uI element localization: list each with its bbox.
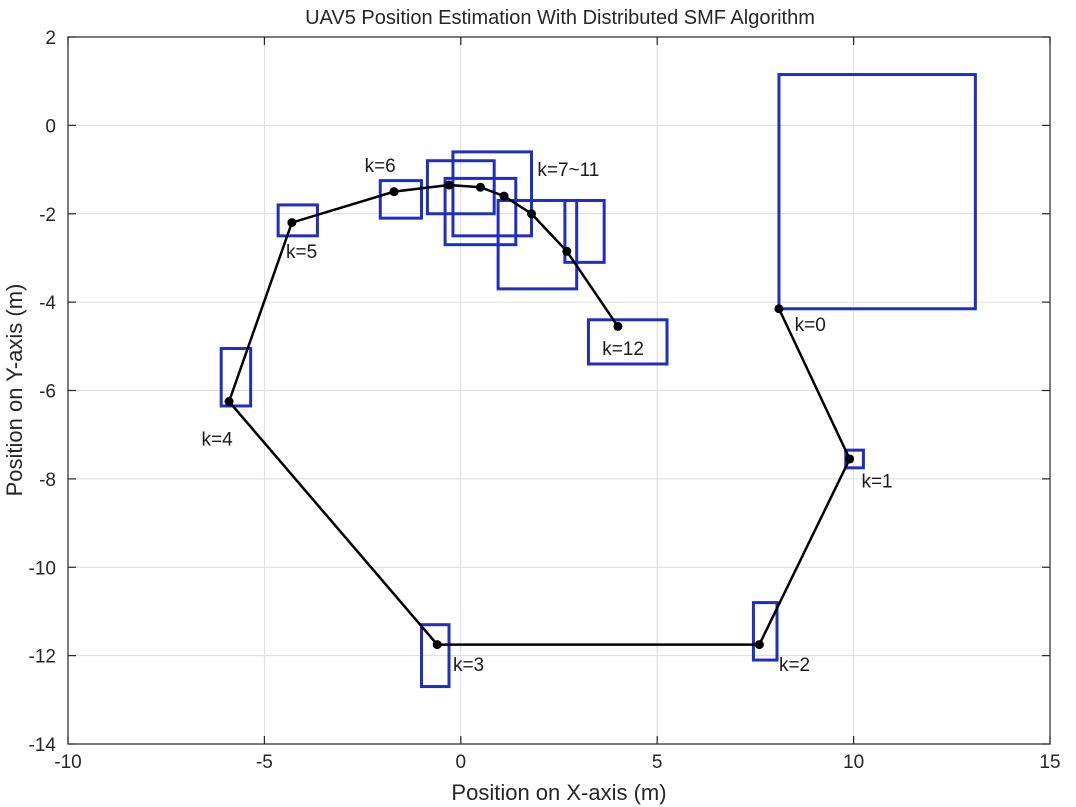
estimation-box-9 (443, 176, 518, 247)
estimation-box-0 (777, 73, 977, 311)
chart-title: UAV5 Position Estimation With Distribute… (305, 7, 815, 29)
estimation-box-10 (496, 198, 579, 291)
x-tick-label: 15 (1039, 752, 1060, 773)
estimation-box-3 (420, 623, 451, 689)
trajectory-point-3 (432, 640, 442, 650)
trajectory-point-11 (562, 246, 572, 256)
trajectory-point-12 (613, 321, 623, 331)
y-tick-label: -14 (29, 735, 57, 756)
trajectory-point-8 (475, 182, 485, 192)
x-axis-label: Position on X-axis (m) (451, 780, 666, 805)
estimation-box-5 (276, 203, 319, 238)
trajectory-point-6 (389, 187, 399, 197)
estimation-box-8 (451, 150, 534, 238)
point-label-7: k=7~11 (537, 160, 599, 181)
trajectory-point-4 (224, 397, 234, 407)
y-axis-label: Position on Y-axis (m) (2, 284, 27, 497)
estimation-box-4 (219, 347, 253, 408)
estimation-box-2 (751, 601, 779, 662)
grid (67, 36, 1051, 745)
y-tick-label: -12 (29, 647, 56, 668)
y-tick-label: -2 (39, 205, 56, 226)
axis-ticks: -10 -5 0 5 10 15 -14 -12 -10 -8 -6 -4 -2 0 2 (29, 28, 1061, 773)
trajectory-point-2 (754, 640, 764, 650)
estimation-box-6 (378, 179, 424, 220)
point-label-8: k=12 (602, 339, 644, 360)
point-label-2: k=2 (779, 655, 810, 676)
point-label-1: k=1 (861, 472, 892, 493)
point-label-4: k=4 (202, 430, 234, 451)
trajectory-point-9 (499, 191, 509, 201)
trajectory-point-7 (444, 180, 454, 190)
y-tick-label: -8 (39, 470, 56, 491)
x-tick-label: 0 (456, 752, 467, 773)
trajectory-point-10 (527, 209, 537, 219)
point-label-0: k=0 (795, 315, 826, 336)
y-tick-label: -6 (39, 382, 56, 403)
y-tick-label: -4 (39, 293, 56, 314)
y-tick-label: -10 (29, 558, 56, 579)
trajectory-point-5 (287, 218, 297, 228)
x-tick-label: 10 (843, 752, 864, 773)
trajectory-layer (224, 180, 855, 650)
x-tick-label: 5 (652, 752, 663, 773)
trajectory-line (227, 183, 852, 646)
estimation-box-12 (586, 318, 669, 366)
estimation-boxes (219, 73, 977, 689)
trajectory-point-1 (845, 454, 855, 464)
x-tick-label: -10 (54, 752, 81, 773)
point-label-5: k=5 (286, 242, 317, 263)
trajectory-point-0 (774, 304, 784, 314)
point-label-3: k=3 (453, 655, 484, 676)
x-tick-label: -5 (256, 752, 273, 773)
estimation-box-11 (563, 198, 606, 264)
y-tick-label: 2 (45, 28, 56, 49)
point-annotations: k=0 k=1 k=2 k=3 k=4 k=5 k=6 k=7~11 k=12 (202, 156, 893, 676)
y-tick-label: 0 (45, 116, 56, 137)
point-label-6: k=6 (365, 156, 396, 177)
